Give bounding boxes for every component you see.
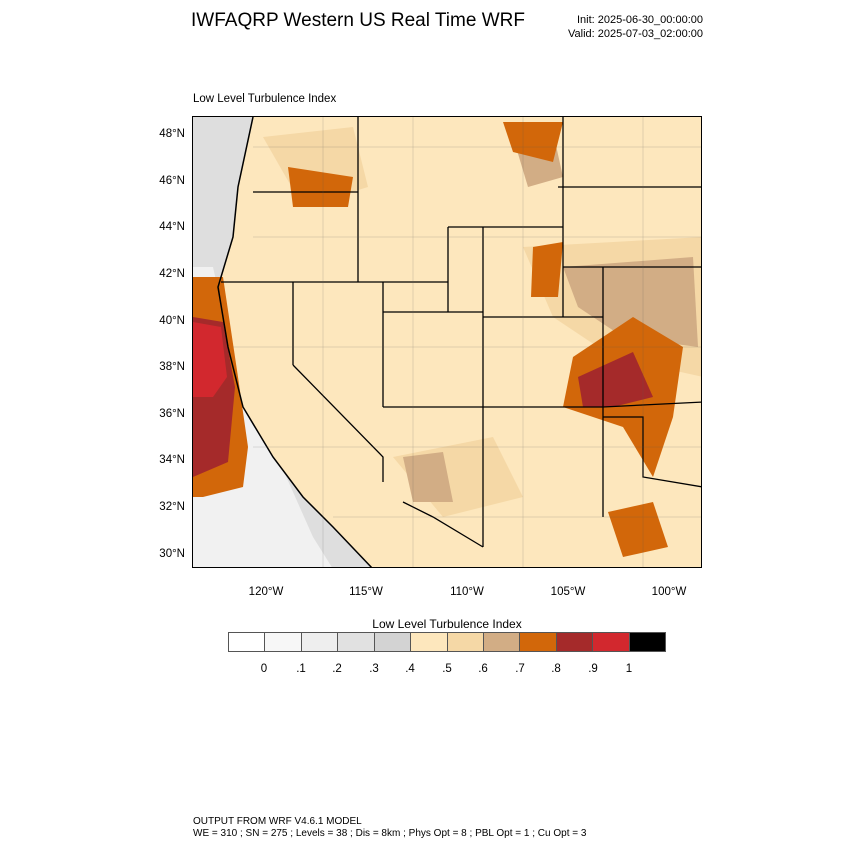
legend-tick-3: .3 <box>369 663 379 675</box>
map-svg <box>193 117 701 567</box>
legend-tick-7: .7 <box>515 663 525 675</box>
valid-time: Valid: 2025-07-03_02:00:00 <box>568 28 703 40</box>
orange-washington-patch <box>288 167 353 207</box>
panel-title: Low Level Turbulence Index <box>193 93 337 105</box>
orange-colorado-patch <box>531 242 563 297</box>
lon-label-115w: 115°W <box>349 586 383 598</box>
darkred-plains-patch <box>578 352 653 407</box>
legend-swatch-1 <box>265 633 302 651</box>
county-lines <box>233 117 701 567</box>
legend-swatch-11 <box>629 633 666 651</box>
orange-texas-patch <box>608 502 668 557</box>
legend-swatch-6 <box>447 633 484 651</box>
arizona-tan-patch <box>403 452 453 502</box>
legend-title: Low Level Turbulence Index <box>372 617 522 631</box>
legend-tick-6: .6 <box>478 663 488 675</box>
legend-swatch-2 <box>301 633 339 651</box>
turbulence-map <box>192 116 702 568</box>
legend-swatch-3 <box>338 633 375 651</box>
legend-swatch-0 <box>229 633 266 651</box>
legend-tick-1: .1 <box>296 663 306 675</box>
land-area <box>218 117 701 567</box>
legend-tick-4: .4 <box>405 663 415 675</box>
init-time: Init: 2025-06-30_00:00:00 <box>577 14 703 26</box>
lat-label-38n: 38°N <box>159 361 185 373</box>
plains-tan-patch <box>563 257 698 347</box>
footer-config-line: WE = 310 ; SN = 275 ; Levels = 38 ; Dis … <box>193 828 587 839</box>
lat-label-42n: 42°N <box>159 268 185 280</box>
legend-swatch-5 <box>411 633 448 651</box>
legend-swatch-9 <box>556 633 594 651</box>
legend-swatch-8 <box>520 633 557 651</box>
ocean-red-core <box>193 322 227 397</box>
lat-label-40n: 40°N <box>159 315 185 327</box>
legend-tick-10: 1 <box>625 663 633 675</box>
lon-label-105w: 105°W <box>550 586 586 598</box>
legend-tick-2: .2 <box>332 663 342 675</box>
lon-label-110w: 110°W <box>450 586 484 598</box>
coastline <box>217 117 373 567</box>
main-title: IWFAQRP Western US Real Time WRF <box>191 10 525 31</box>
lat-label-30n: 30°N <box>159 548 185 560</box>
footer-model-line: OUTPUT FROM WRF V4.6.1 MODEL <box>193 816 362 827</box>
legend-swatch-4 <box>374 633 412 651</box>
orange-montana-patch <box>503 122 563 162</box>
state-borders <box>221 117 701 548</box>
lat-label-44n: 44°N <box>159 221 185 233</box>
legend-tick-9: .9 <box>588 663 598 675</box>
legend-swatch-7 <box>483 633 521 651</box>
lat-label-36n: 36°N <box>159 408 185 420</box>
lon-label-100w: 100°W <box>651 586 687 598</box>
lat-label-46n: 46°N <box>159 175 185 187</box>
legend-tick-5: .5 <box>442 663 452 675</box>
legend-colorbar <box>228 632 666 652</box>
lat-label-48n: 48°N <box>159 128 185 140</box>
legend-tick-8: .8 <box>551 663 561 675</box>
lon-label-120w: 120°W <box>248 586 284 598</box>
legend-tick-0: 0 <box>260 663 268 675</box>
lat-label-32n: 32°N <box>159 501 185 513</box>
legend-swatch-10 <box>593 633 630 651</box>
lat-label-34n: 34°N <box>159 454 185 466</box>
